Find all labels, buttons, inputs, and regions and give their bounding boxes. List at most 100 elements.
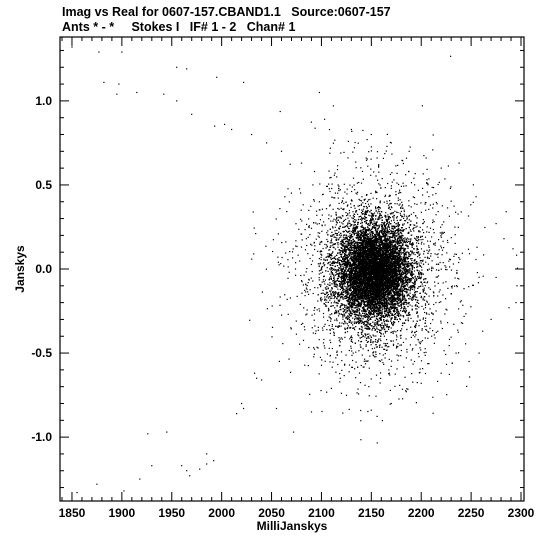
data-point (345, 292, 347, 294)
data-point (363, 236, 365, 238)
data-point (326, 293, 328, 295)
data-point (389, 314, 391, 316)
data-point (362, 321, 364, 323)
data-point (360, 301, 362, 303)
data-point (388, 221, 390, 223)
data-point (388, 228, 391, 230)
data-point (357, 252, 359, 255)
data-point (389, 260, 392, 262)
data-point (377, 324, 379, 326)
data-point (402, 240, 404, 242)
data-point (389, 300, 391, 302)
data-point (373, 327, 375, 330)
data-point (355, 351, 357, 353)
data-point (343, 244, 345, 246)
data-point (365, 194, 368, 196)
data-point (407, 277, 409, 279)
data-point (357, 249, 359, 251)
data-point (354, 219, 356, 221)
data-point (405, 299, 407, 301)
data-point (400, 310, 402, 312)
data-point (406, 237, 408, 239)
data-point (382, 235, 384, 237)
data-point (403, 223, 405, 225)
data-point (353, 301, 355, 303)
data-point (339, 243, 341, 245)
data-point (355, 289, 357, 291)
data-point (400, 236, 402, 239)
data-point (348, 222, 351, 224)
data-point (350, 293, 353, 296)
data-point (371, 233, 373, 235)
data-point (333, 331, 335, 333)
data-point (412, 294, 414, 296)
data-point (414, 281, 416, 283)
data-point (357, 273, 359, 276)
data-point (351, 236, 353, 238)
data-point (395, 283, 397, 285)
data-point (348, 292, 350, 294)
data-point (357, 321, 359, 323)
data-point (403, 272, 405, 274)
data-point (366, 207, 368, 210)
data-point (338, 315, 340, 317)
data-point (405, 264, 407, 266)
data-point (362, 252, 365, 254)
data-point (348, 247, 350, 249)
data-point (361, 265, 363, 267)
data-point (337, 288, 339, 290)
data-point (394, 292, 396, 294)
data-point (356, 300, 358, 302)
data-point (364, 241, 366, 243)
data-point (422, 318, 424, 320)
data-point (347, 291, 350, 293)
data-point (399, 273, 401, 275)
data-point (389, 310, 391, 312)
data-point (348, 252, 350, 254)
data-point (382, 248, 384, 250)
data-point (357, 276, 359, 278)
data-point (329, 299, 331, 301)
data-point (370, 282, 372, 284)
data-point (406, 266, 408, 268)
data-point (341, 264, 343, 266)
data-point (366, 297, 368, 300)
data-point (334, 261, 336, 263)
data-point (384, 225, 386, 228)
data-point (370, 237, 372, 239)
data-point (362, 279, 364, 281)
data-point (356, 306, 359, 308)
data-point (352, 236, 354, 238)
data-point (371, 241, 373, 243)
data-point (375, 324, 377, 326)
data-point (349, 240, 351, 242)
data-point (393, 253, 395, 255)
data-point (319, 262, 322, 264)
data-point (394, 248, 396, 250)
data-point (364, 305, 366, 307)
data-point (412, 253, 414, 255)
data-point (407, 262, 409, 265)
data-point (388, 217, 390, 219)
data-point (387, 309, 389, 311)
data-point (330, 293, 332, 295)
data-point (385, 235, 387, 237)
data-point (343, 226, 345, 228)
data-point (396, 240, 398, 242)
data-point (366, 239, 368, 241)
data-point (367, 224, 369, 226)
data-point (370, 274, 372, 277)
data-point (354, 264, 356, 266)
data-point (365, 345, 367, 347)
data-point (394, 260, 396, 262)
data-point (362, 276, 364, 278)
data-point (430, 253, 432, 255)
data-point (319, 241, 321, 243)
data-point (349, 320, 351, 322)
data-point (389, 320, 392, 322)
data-point (366, 292, 368, 294)
data-point (408, 252, 410, 254)
data-point (358, 310, 360, 312)
data-point (414, 276, 416, 278)
data-point (355, 326, 357, 328)
